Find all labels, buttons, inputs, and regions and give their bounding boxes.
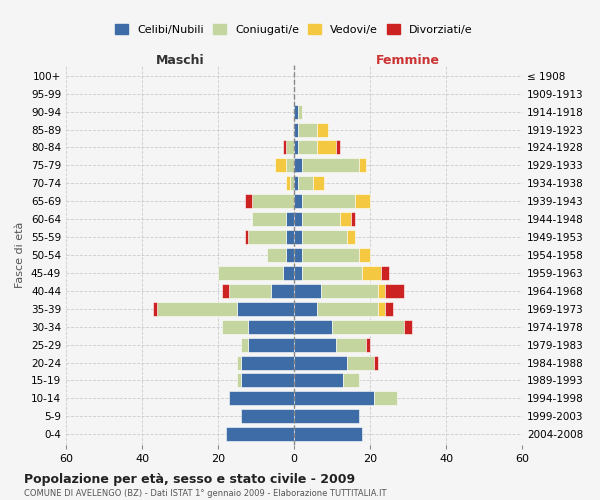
Bar <box>317 302 377 316</box>
Bar <box>154 302 157 316</box>
Bar <box>294 176 298 190</box>
Bar <box>294 140 298 154</box>
Bar <box>275 158 286 172</box>
Bar <box>313 176 325 190</box>
Bar <box>294 392 374 406</box>
Bar <box>252 194 294 208</box>
Bar <box>298 176 313 190</box>
Bar <box>286 230 294 244</box>
Bar <box>294 212 302 226</box>
Bar <box>294 194 302 208</box>
Bar <box>226 428 294 441</box>
Bar <box>294 266 302 280</box>
Bar <box>362 266 382 280</box>
Bar <box>271 284 294 298</box>
Bar <box>294 374 343 388</box>
Bar <box>286 212 294 226</box>
Bar <box>218 266 283 280</box>
Bar <box>377 302 385 316</box>
Bar <box>241 410 294 424</box>
Bar <box>294 428 362 441</box>
Bar <box>351 212 355 226</box>
Y-axis label: Fasce di età: Fasce di età <box>16 222 25 288</box>
Bar <box>302 158 359 172</box>
Bar <box>359 158 366 172</box>
Bar <box>290 176 294 190</box>
Bar <box>237 302 294 316</box>
Bar <box>302 266 362 280</box>
Bar <box>298 104 302 118</box>
Bar <box>294 230 302 244</box>
Bar <box>347 356 374 370</box>
Bar <box>245 230 248 244</box>
Bar <box>157 302 237 316</box>
Bar <box>241 338 248 351</box>
Bar <box>336 338 366 351</box>
Text: Femmine: Femmine <box>376 54 440 67</box>
Bar <box>302 194 355 208</box>
Legend: Celibi/Nubili, Coniugati/e, Vedovi/e, Divorziati/e: Celibi/Nubili, Coniugati/e, Vedovi/e, Di… <box>112 21 476 38</box>
Bar <box>248 320 294 334</box>
Text: COMUNE DI AVELENGO (BZ) - Dati ISTAT 1° gennaio 2009 - Elaborazione TUTTITALIA.I: COMUNE DI AVELENGO (BZ) - Dati ISTAT 1° … <box>24 489 386 498</box>
Text: Maschi: Maschi <box>155 54 205 67</box>
Bar <box>294 338 336 351</box>
Bar <box>374 392 397 406</box>
Bar <box>294 104 298 118</box>
Bar <box>268 248 286 262</box>
Bar <box>294 284 320 298</box>
Bar <box>222 284 229 298</box>
Bar <box>404 320 412 334</box>
Bar <box>237 374 241 388</box>
Bar <box>241 356 294 370</box>
Bar <box>302 248 359 262</box>
Bar <box>302 212 340 226</box>
Bar <box>283 266 294 280</box>
Bar <box>332 320 404 334</box>
Bar <box>245 194 252 208</box>
Bar <box>286 176 290 190</box>
Bar <box>302 230 347 244</box>
Bar <box>286 248 294 262</box>
Bar <box>248 230 286 244</box>
Bar <box>359 248 370 262</box>
Bar <box>320 284 377 298</box>
Bar <box>294 356 347 370</box>
Bar <box>355 194 370 208</box>
Bar <box>294 302 317 316</box>
Bar <box>366 338 370 351</box>
Bar <box>237 356 241 370</box>
Bar <box>385 284 404 298</box>
Bar <box>298 122 317 136</box>
Bar <box>385 302 393 316</box>
Bar <box>286 140 294 154</box>
Bar <box>248 338 294 351</box>
Bar <box>377 284 385 298</box>
Bar <box>286 158 294 172</box>
Bar <box>294 320 332 334</box>
Bar <box>336 140 340 154</box>
Bar <box>347 230 355 244</box>
Text: Popolazione per età, sesso e stato civile - 2009: Popolazione per età, sesso e stato civil… <box>24 472 355 486</box>
Bar <box>294 122 298 136</box>
Bar <box>382 266 389 280</box>
Bar <box>222 320 248 334</box>
Bar <box>343 374 359 388</box>
Bar <box>294 410 359 424</box>
Bar <box>283 140 286 154</box>
Bar <box>317 122 328 136</box>
Bar <box>252 212 286 226</box>
Bar <box>317 140 336 154</box>
Bar <box>340 212 351 226</box>
Bar <box>241 374 294 388</box>
Bar <box>294 158 302 172</box>
Bar <box>374 356 377 370</box>
Bar <box>229 392 294 406</box>
Bar <box>298 140 317 154</box>
Bar <box>294 248 302 262</box>
Bar <box>229 284 271 298</box>
